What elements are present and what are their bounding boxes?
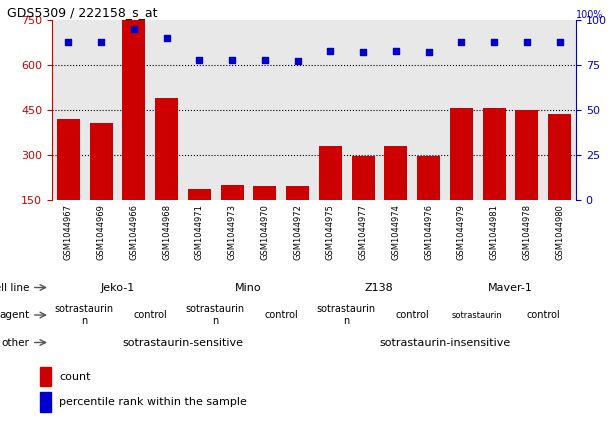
- Point: [358, 49, 368, 56]
- Text: GSM1044976: GSM1044976: [424, 204, 433, 260]
- Point: [391, 47, 401, 54]
- Point: [194, 56, 204, 63]
- Text: control: control: [133, 310, 167, 320]
- Text: sotrastaurin
n: sotrastaurin n: [55, 304, 114, 326]
- Point: [129, 26, 139, 33]
- Point: [97, 38, 106, 45]
- Text: sotrastaurin: sotrastaurin: [452, 310, 503, 319]
- Text: GSM1044969: GSM1044969: [97, 204, 106, 260]
- Text: 100%: 100%: [576, 10, 604, 20]
- Bar: [40, 393, 51, 412]
- Bar: [57, 119, 80, 200]
- Bar: [352, 157, 375, 200]
- Text: sotrastaurin-insensitive: sotrastaurin-insensitive: [379, 338, 510, 348]
- Text: control: control: [264, 310, 298, 320]
- Bar: [417, 157, 440, 200]
- Bar: [548, 115, 571, 200]
- Point: [260, 56, 270, 63]
- Text: count: count: [59, 372, 90, 382]
- Bar: [286, 187, 309, 200]
- Text: percentile rank within the sample: percentile rank within the sample: [59, 397, 247, 407]
- Point: [227, 56, 237, 63]
- Bar: [155, 98, 178, 200]
- Text: Mino: Mino: [235, 283, 262, 292]
- Point: [162, 35, 172, 41]
- Text: agent: agent: [0, 310, 29, 320]
- Point: [456, 38, 466, 45]
- Point: [424, 49, 434, 56]
- Text: Z138: Z138: [365, 283, 393, 292]
- Text: GSM1044975: GSM1044975: [326, 204, 335, 260]
- Text: GSM1044971: GSM1044971: [195, 204, 204, 260]
- Bar: [254, 187, 276, 200]
- Text: GSM1044979: GSM1044979: [457, 204, 466, 260]
- Text: sotrastaurin
n: sotrastaurin n: [317, 304, 376, 326]
- Bar: [516, 110, 538, 200]
- Bar: [384, 146, 408, 200]
- Text: sotrastaurin-sensitive: sotrastaurin-sensitive: [122, 338, 243, 348]
- Point: [522, 38, 532, 45]
- Text: Maver-1: Maver-1: [488, 283, 533, 292]
- Text: GSM1044972: GSM1044972: [293, 204, 302, 260]
- Point: [64, 38, 73, 45]
- Text: other: other: [1, 338, 29, 348]
- Text: GSM1044974: GSM1044974: [392, 204, 400, 260]
- Text: GDS5309 / 222158_s_at: GDS5309 / 222158_s_at: [7, 6, 158, 19]
- Text: GSM1044981: GSM1044981: [489, 204, 499, 260]
- Point: [489, 38, 499, 45]
- Bar: [90, 124, 112, 200]
- Text: GSM1044980: GSM1044980: [555, 204, 564, 260]
- Text: GSM1044977: GSM1044977: [359, 204, 368, 260]
- Text: GSM1044968: GSM1044968: [162, 204, 171, 260]
- Text: GSM1044978: GSM1044978: [522, 204, 532, 260]
- Point: [555, 38, 565, 45]
- Text: GSM1044967: GSM1044967: [64, 204, 73, 260]
- Bar: [122, 20, 145, 200]
- Bar: [188, 190, 211, 200]
- Bar: [221, 185, 244, 200]
- Text: GSM1044970: GSM1044970: [260, 204, 269, 260]
- Text: GSM1044966: GSM1044966: [130, 204, 138, 260]
- Point: [293, 58, 302, 65]
- Bar: [450, 109, 473, 200]
- Bar: [483, 109, 505, 200]
- Text: GSM1044973: GSM1044973: [228, 204, 236, 260]
- Text: cell line: cell line: [0, 283, 29, 292]
- Text: control: control: [526, 310, 560, 320]
- Point: [326, 47, 335, 54]
- Text: Jeko-1: Jeko-1: [100, 283, 134, 292]
- Bar: [319, 146, 342, 200]
- Text: control: control: [395, 310, 429, 320]
- Text: sotrastaurin
n: sotrastaurin n: [186, 304, 245, 326]
- Bar: [40, 367, 51, 386]
